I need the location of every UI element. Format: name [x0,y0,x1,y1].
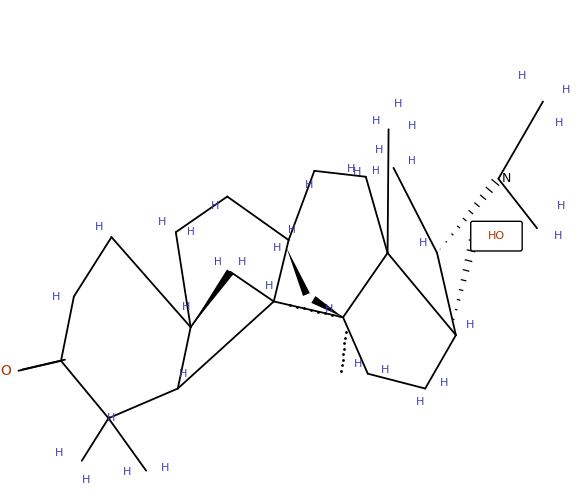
Text: H: H [215,257,222,267]
Text: H: H [211,202,220,212]
Text: H: H [557,202,565,212]
Text: H: H [347,164,355,174]
Text: H: H [325,304,334,314]
Text: H: H [52,291,60,301]
Text: H: H [419,238,428,248]
Text: H: H [182,302,190,312]
Text: H: H [161,463,169,473]
Text: H: H [416,397,425,407]
Text: H: H [372,116,380,126]
Text: H: H [187,227,194,237]
Text: H: H [554,118,563,128]
Text: N: N [501,172,511,185]
FancyBboxPatch shape [471,221,522,251]
Text: H: H [561,85,570,95]
Polygon shape [312,296,343,317]
Text: H: H [518,71,526,81]
Text: H: H [372,166,380,176]
Text: H: H [55,448,63,458]
Text: H: H [440,378,448,388]
Text: H: H [265,280,273,290]
Text: H: H [408,121,417,131]
Text: H: H [380,365,389,375]
Text: H: H [409,156,416,166]
Text: H: H [354,359,362,369]
Text: H: H [123,467,132,477]
Polygon shape [287,248,310,296]
Text: HO: HO [488,231,505,241]
Text: O: O [0,364,11,378]
Text: H: H [394,98,403,109]
Text: H: H [509,237,518,247]
Polygon shape [190,269,234,327]
Text: H: H [374,145,383,155]
Text: H: H [466,320,474,330]
Text: H: H [288,225,295,235]
Text: H: H [553,231,562,241]
Text: H: H [81,475,90,485]
Text: H: H [353,167,361,177]
Text: H: H [305,180,313,190]
Text: H: H [238,257,246,267]
Text: H: H [158,217,166,227]
Text: H: H [107,413,115,423]
Text: H: H [272,243,281,253]
Text: H: H [95,222,103,232]
Text: H: H [178,369,187,379]
